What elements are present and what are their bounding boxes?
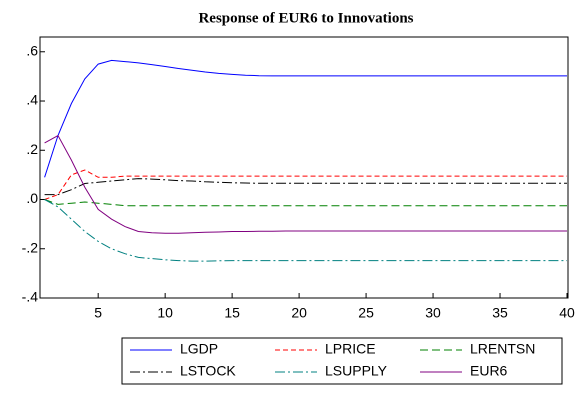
series-line [44,134,567,234]
x-tick-label: 5 [94,305,102,321]
y-tick-label: .0 [26,190,38,206]
y-tick-label: -.2 [22,239,39,255]
y-tick-label: .6 [26,42,38,58]
x-tick-label: 10 [157,305,173,321]
series-line [44,169,567,200]
series-line [44,199,567,207]
series-line [44,178,567,196]
y-tick-label: .2 [26,141,38,157]
x-tick-label: 20 [291,305,307,321]
legend-label: LRENTSN [470,341,535,357]
chart-title: Response of EUR6 to Innovations [198,10,413,26]
series-line [44,59,567,178]
y-tick-label: .4 [26,92,38,108]
legend-label: LPRICE [325,341,376,357]
x-tick-label: 15 [224,305,240,321]
legend-label: EUR6 [470,363,508,379]
y-tick-label: -.4 [22,289,39,305]
x-tick-label: 25 [358,305,374,321]
legend-box [121,337,563,385]
legend-label: LSUPPLY [325,363,388,379]
legend-label: LGDP [180,341,218,357]
x-tick-label: 35 [492,305,508,321]
x-tick-label: 40 [559,305,575,321]
x-tick-label: 30 [425,305,441,321]
legend-label: LSTOCK [180,363,236,379]
plot-frame [39,36,569,299]
series-line [44,199,567,262]
